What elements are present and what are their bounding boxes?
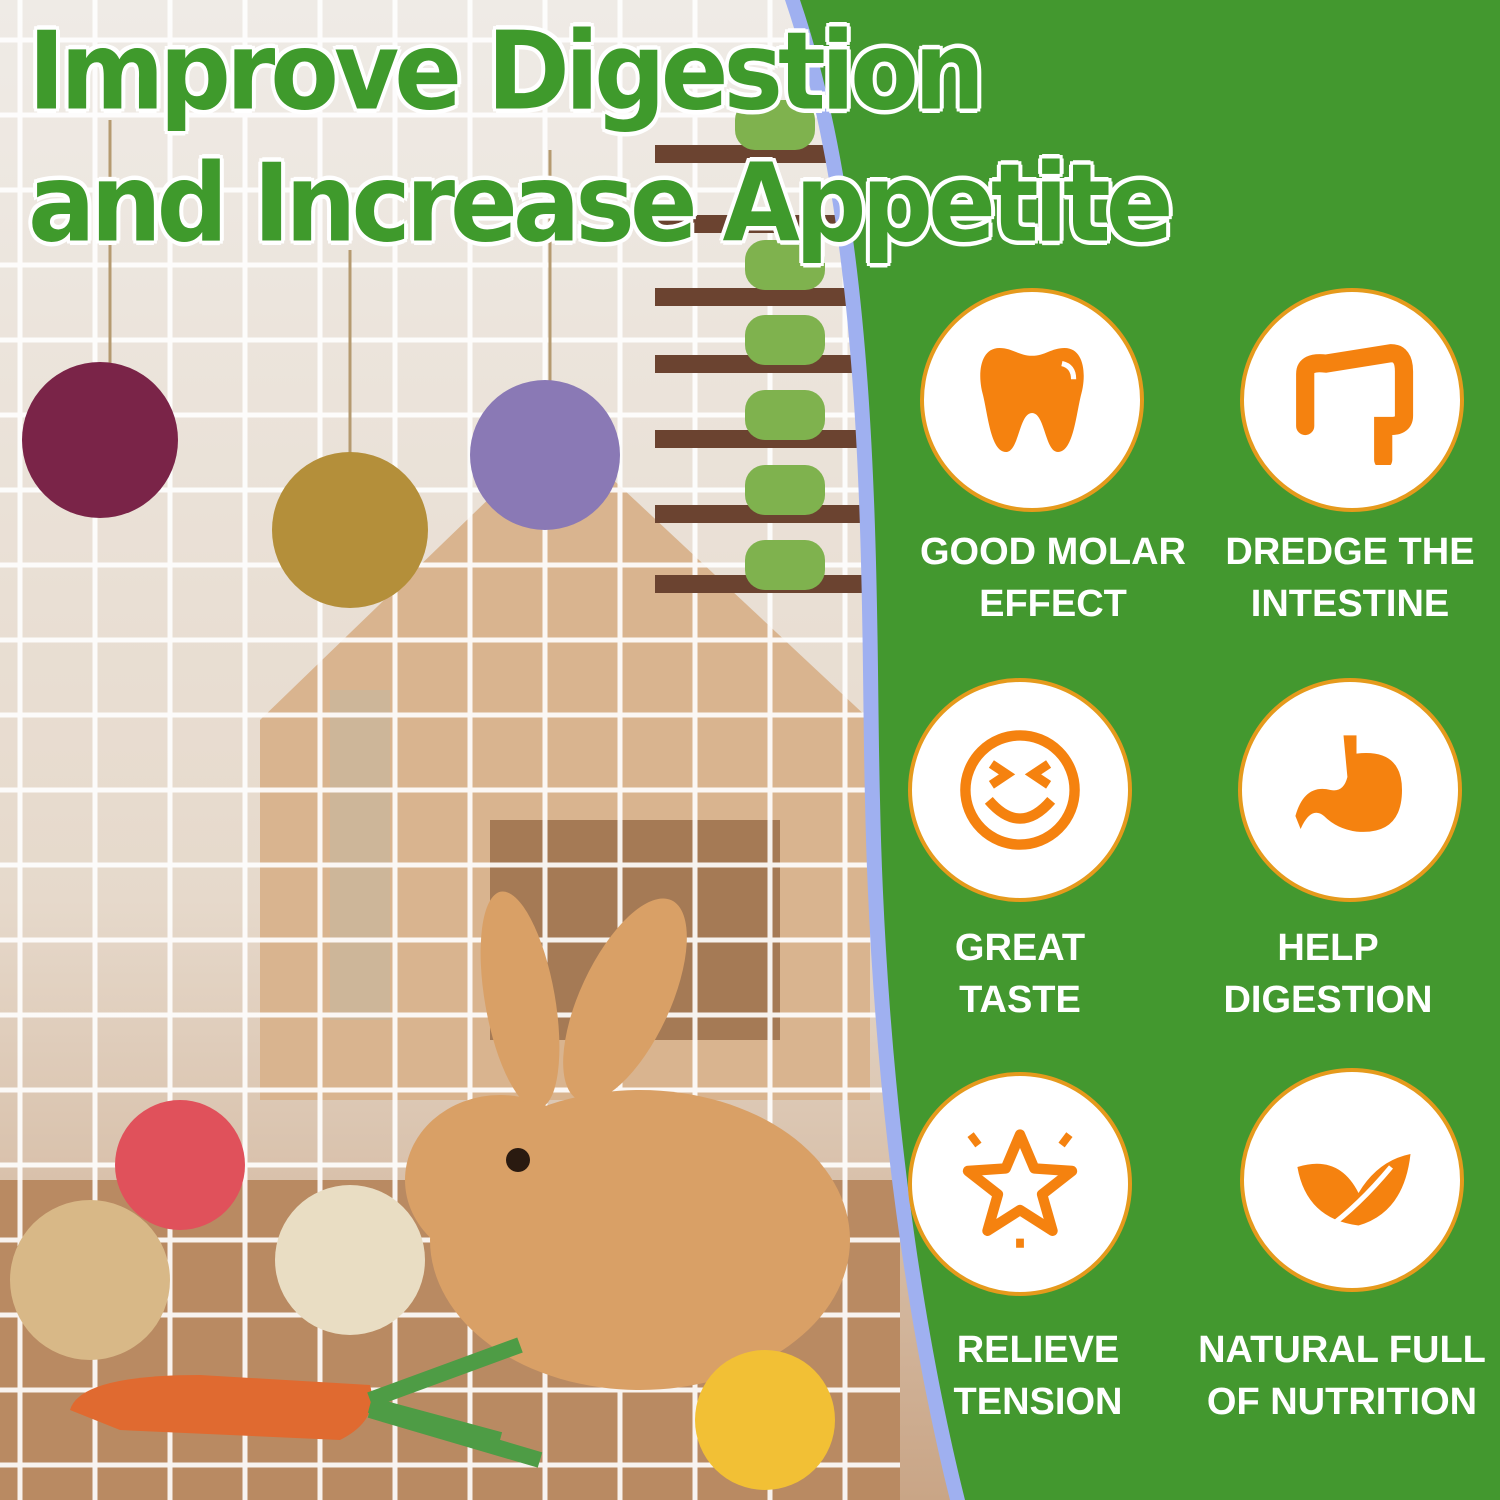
label-line: DIGESTION [1223,979,1433,1021]
feature-badge-tension [908,1072,1132,1296]
happy-face-icon [960,730,1080,850]
feature-badge-taste [908,678,1132,902]
hanging-treats [22,100,875,608]
feature-label-intestine: DREDGE THE INTESTINE [1190,526,1500,630]
label-line: HELP [1277,927,1379,969]
label-line: DREDGE THE [1225,531,1475,573]
leaf-icon [1297,1154,1411,1232]
label-line: EFFECT [979,583,1127,625]
label-line: RELIEVE [956,1329,1120,1371]
feature-label-molar: GOOD MOLAR EFFECT [893,526,1213,630]
feature-badge-intestine [1240,288,1464,512]
headline-line-1: Improve Digestion [28,8,985,135]
rabbit [405,891,850,1390]
headline-line-2: and Increase Appetite [28,140,1174,267]
star-icon [962,1129,1078,1248]
feature-label-digestion: HELP DIGESTION [1168,922,1488,1026]
stomach-icon [1295,735,1402,832]
label-line: TENSION [953,1381,1123,1423]
feature-badge-molar [920,288,1144,512]
chew-toys [10,1100,835,1490]
label-line: GOOD MOLAR [920,531,1186,573]
tooth-icon [980,348,1084,452]
feature-label-taste: GREAT TASTE [860,922,1180,1026]
label-line: OF NUTRITION [1206,1381,1478,1423]
label-line: TASTE [959,979,1081,1021]
feature-label-nutrition: NATURAL FULL OF NUTRITION [1182,1324,1500,1428]
label-line: NATURAL FULL [1198,1329,1486,1371]
intestine-icon [1296,344,1414,465]
feature-badge-digestion [1238,678,1462,902]
feature-badge-nutrition [1240,1068,1464,1292]
label-line: GREAT [954,927,1086,969]
feature-label-tension: RELIEVE TENSION [878,1324,1198,1428]
label-line: INTESTINE [1250,583,1450,625]
